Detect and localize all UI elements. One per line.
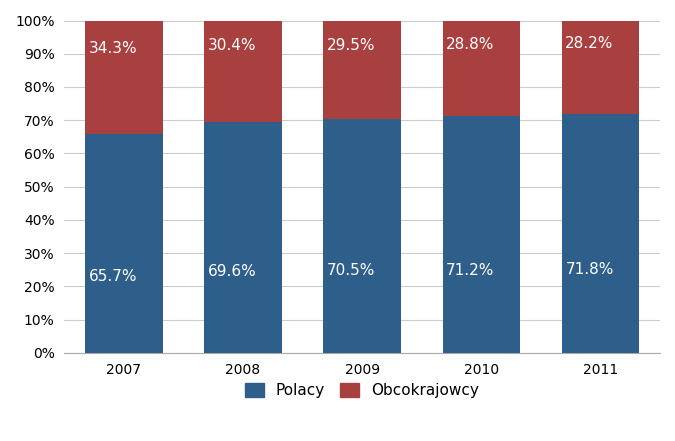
Bar xyxy=(205,20,281,122)
Bar xyxy=(562,20,639,114)
Legend: Polacy, Obcokrajowcy: Polacy, Obcokrajowcy xyxy=(245,383,479,398)
Bar xyxy=(443,116,520,353)
Bar xyxy=(323,119,401,353)
Text: 34.3%: 34.3% xyxy=(88,41,137,56)
Text: 71.2%: 71.2% xyxy=(446,262,495,277)
Bar xyxy=(562,114,639,353)
Bar xyxy=(205,122,281,353)
Text: 28.8%: 28.8% xyxy=(446,37,495,52)
Bar xyxy=(443,20,520,116)
Text: 65.7%: 65.7% xyxy=(88,269,137,284)
Text: 28.2%: 28.2% xyxy=(565,37,614,52)
Text: 29.5%: 29.5% xyxy=(327,37,375,52)
Text: 69.6%: 69.6% xyxy=(208,265,256,280)
Bar xyxy=(85,135,163,353)
Bar xyxy=(85,20,163,135)
Text: 70.5%: 70.5% xyxy=(327,263,375,278)
Text: 30.4%: 30.4% xyxy=(208,38,256,53)
Text: 71.8%: 71.8% xyxy=(565,262,614,277)
Bar xyxy=(323,20,401,119)
